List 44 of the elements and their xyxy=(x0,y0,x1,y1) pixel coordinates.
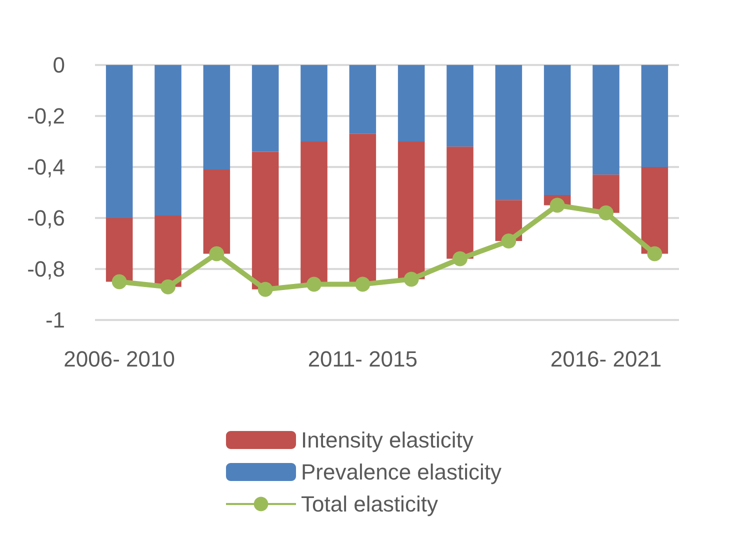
bar xyxy=(203,65,230,170)
bar xyxy=(641,65,668,167)
y-tick-label: 0 xyxy=(52,52,65,78)
point xyxy=(112,274,127,290)
bar xyxy=(592,65,620,175)
bar xyxy=(154,65,182,216)
bar xyxy=(398,142,425,280)
x-tick-label: 2016- 2021 xyxy=(550,346,662,372)
x-tick-label: 2011- 2015 xyxy=(308,346,418,372)
y-tick-label: -0,6 xyxy=(27,206,65,230)
x-tick-label: 2006- 2010 xyxy=(64,346,175,372)
bar xyxy=(252,65,279,152)
legend-label: Prevalence elasticity xyxy=(301,460,502,484)
bar xyxy=(203,170,230,254)
bar xyxy=(495,65,522,200)
point xyxy=(598,205,614,220)
y-tick-label: -0,4 xyxy=(27,154,65,180)
bar xyxy=(641,167,668,254)
point xyxy=(647,246,662,262)
point xyxy=(550,198,565,213)
legend-label: Intensity elasticity xyxy=(301,428,474,452)
legend-label: Total elasticity xyxy=(301,492,438,516)
bar xyxy=(106,65,133,218)
bar xyxy=(544,65,571,196)
point xyxy=(404,272,419,287)
point xyxy=(209,246,224,262)
y-tick-label: -0,2 xyxy=(27,104,65,128)
point xyxy=(355,276,370,292)
bar xyxy=(398,65,425,142)
bar xyxy=(300,142,328,284)
bar xyxy=(446,146,474,259)
bar xyxy=(106,218,133,282)
bar xyxy=(300,65,328,142)
point xyxy=(306,276,322,292)
y-tick-label: -0,8 xyxy=(27,256,65,282)
bar xyxy=(252,152,279,290)
y-tick-label: -1 xyxy=(45,308,65,332)
point xyxy=(501,233,516,248)
point xyxy=(160,279,176,294)
bar xyxy=(154,215,182,287)
point xyxy=(258,282,273,297)
bar xyxy=(446,65,474,147)
bar xyxy=(349,65,376,134)
point xyxy=(452,251,468,266)
